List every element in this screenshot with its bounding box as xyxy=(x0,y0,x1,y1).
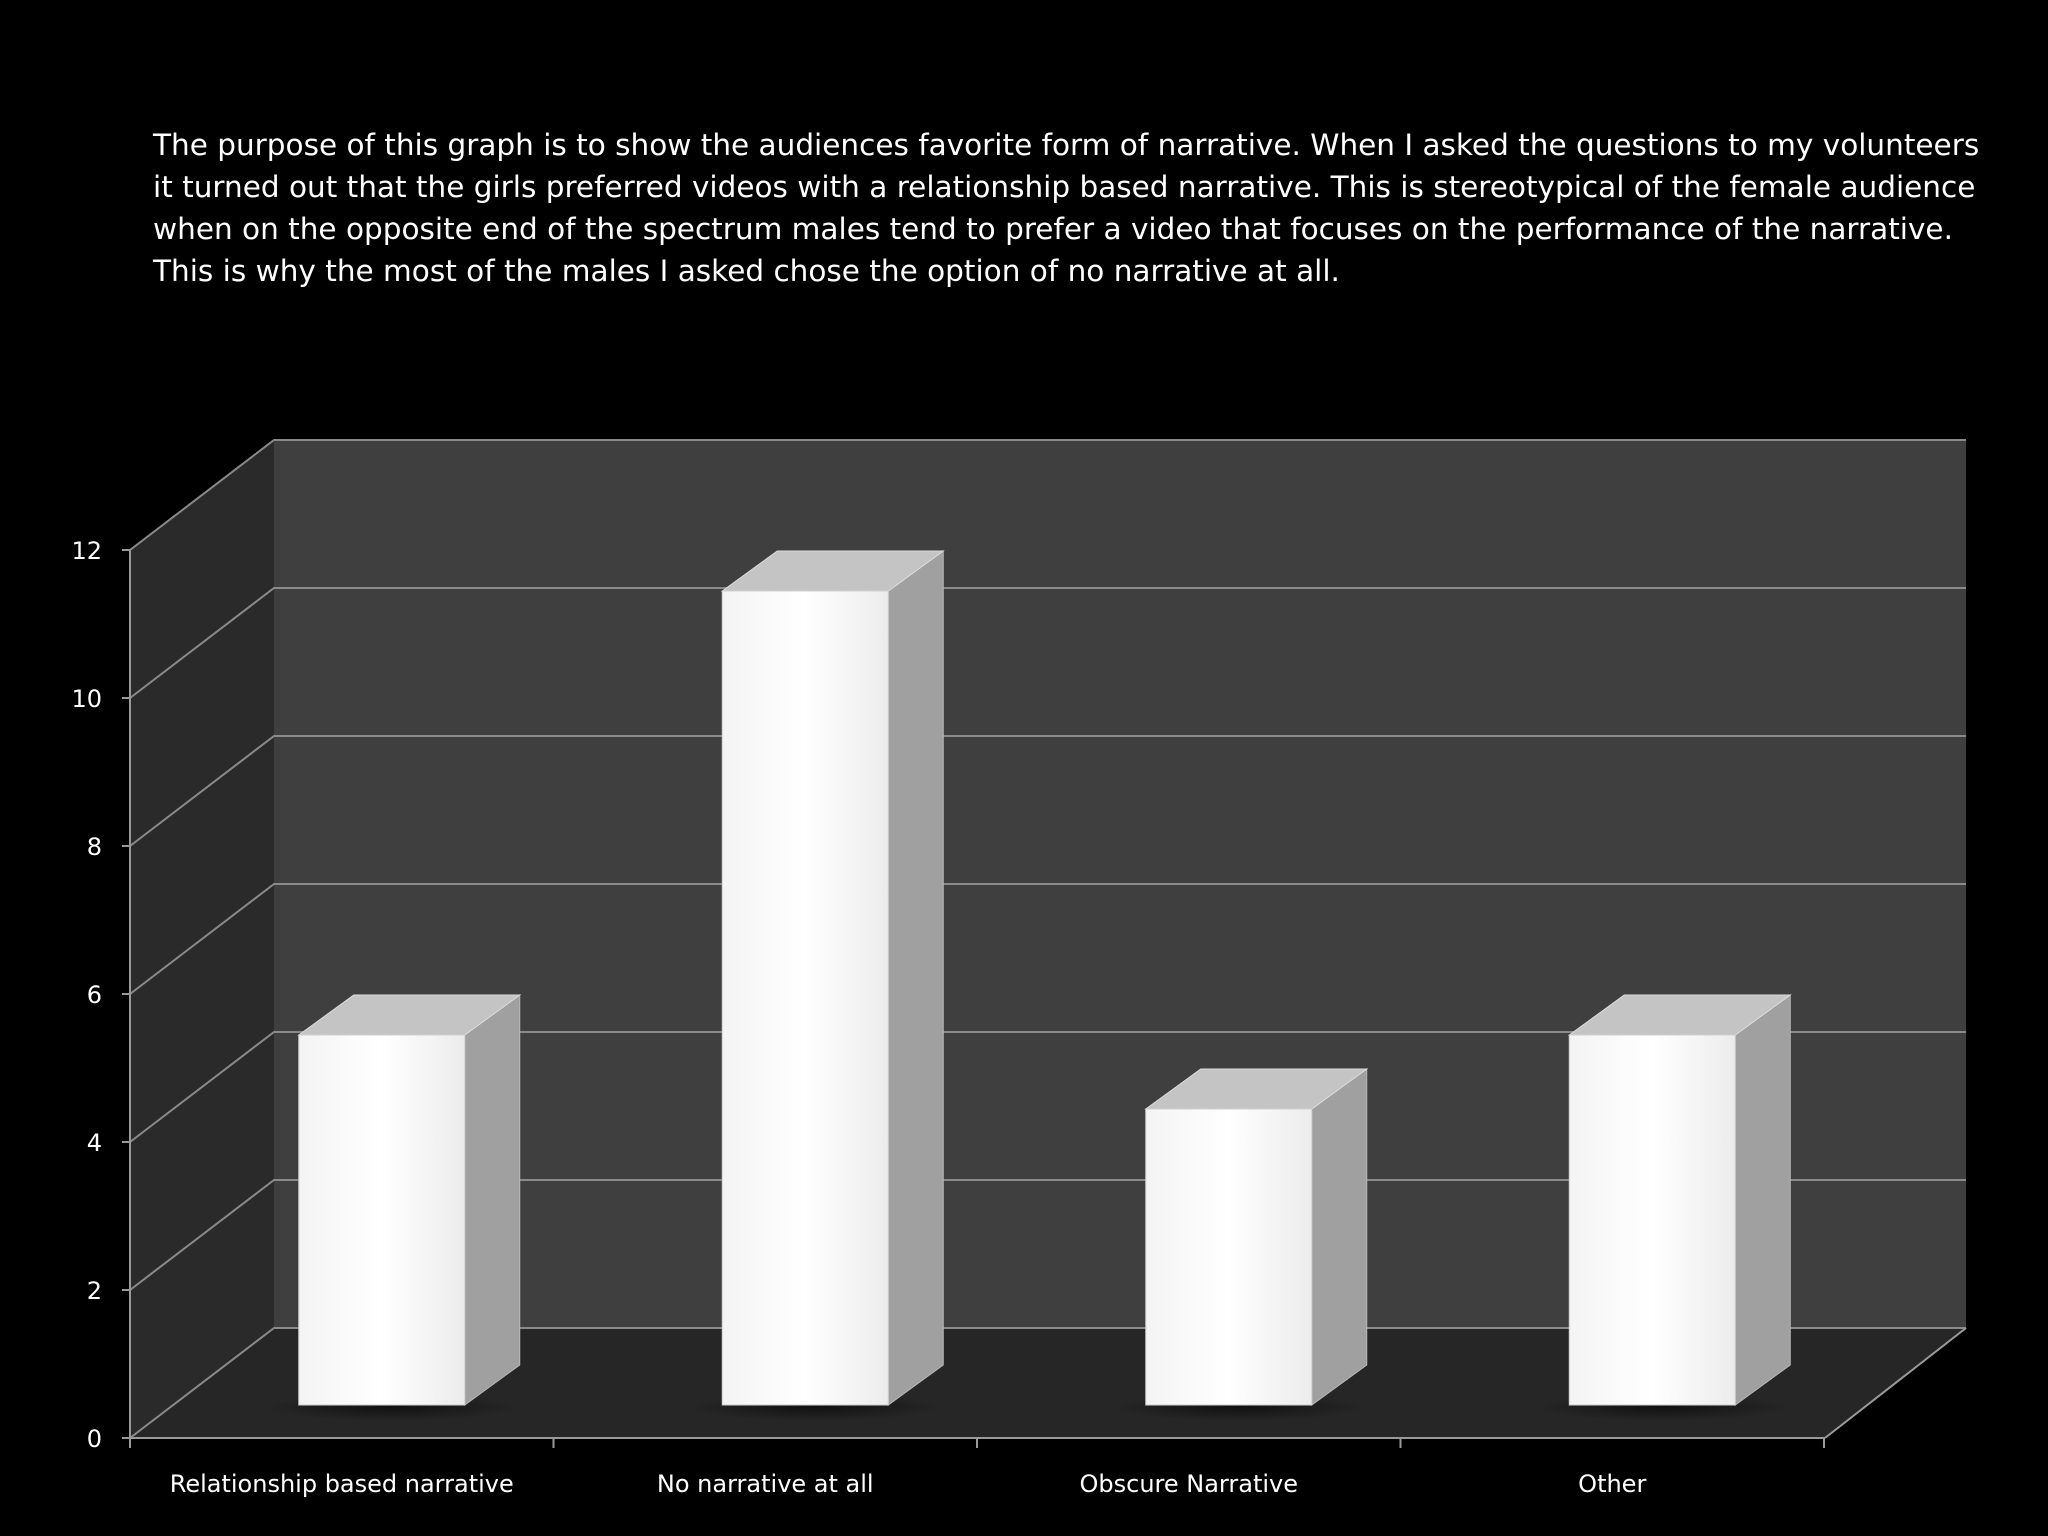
gridline xyxy=(129,1031,1966,1143)
x-category-label: Relationship based narrative xyxy=(170,1470,514,1498)
gridline xyxy=(129,1327,1966,1439)
y-tick-label: 6 xyxy=(87,981,102,1009)
axes xyxy=(122,549,1967,1448)
description-text: The purpose of this graph is to show the… xyxy=(153,128,1980,288)
floor-edge-line xyxy=(1824,1327,1967,1439)
bar-side xyxy=(1734,994,1791,1406)
y-tick-label: 4 xyxy=(87,1129,102,1157)
bar-side xyxy=(887,550,944,1406)
x-category-label: Obscure Narrative xyxy=(1080,1470,1299,1498)
y-tick-label: 12 xyxy=(71,537,102,565)
bar-side xyxy=(464,994,521,1406)
bar xyxy=(1145,1108,1313,1406)
y-tick-label: 10 xyxy=(71,685,102,713)
gridline xyxy=(129,735,1966,847)
bar xyxy=(1568,1034,1736,1406)
floor xyxy=(130,1328,1966,1438)
y-tick-label: 8 xyxy=(87,833,102,861)
x-category-label: No narrative at all xyxy=(657,1470,874,1498)
x-category-label: Other xyxy=(1578,1470,1646,1498)
bar xyxy=(298,1034,466,1406)
gridline xyxy=(129,587,1966,699)
gridlines xyxy=(129,439,1966,1439)
bar-side xyxy=(1311,1068,1368,1406)
y-tick-label: 2 xyxy=(87,1277,102,1305)
bars xyxy=(267,550,1792,1421)
bar xyxy=(721,590,889,1406)
gridline xyxy=(129,439,1966,551)
gridline xyxy=(129,1179,1966,1291)
gridline xyxy=(129,883,1966,995)
y-tick-label: 0 xyxy=(87,1425,102,1453)
axis-labels: 0 2 4 6 8 10 12 Relationship based narrative No … xyxy=(71,537,1646,1498)
